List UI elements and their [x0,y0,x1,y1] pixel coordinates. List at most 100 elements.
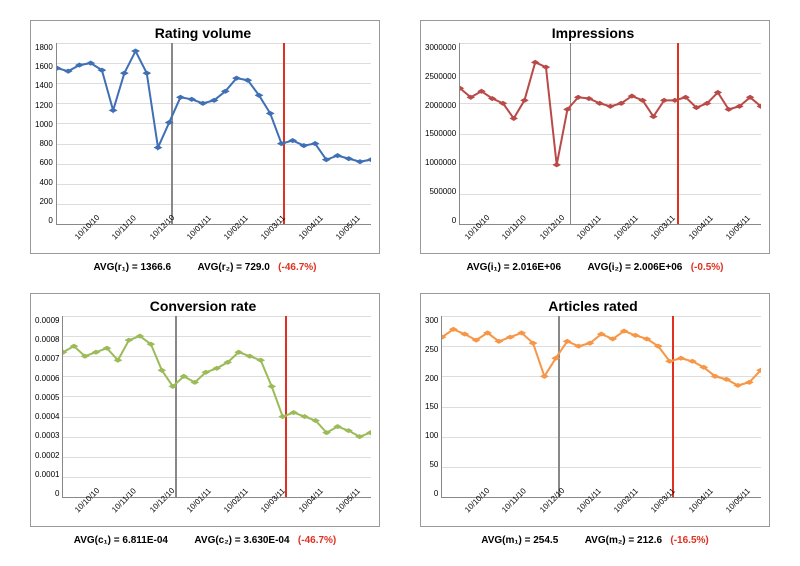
y-tick-label: 1000000 [425,158,456,167]
avg2: AVG(i₂) = 2.006E+06 [587,262,682,273]
y-tick-label: 2000000 [425,101,456,110]
marker-diamond [553,162,562,167]
series-line [57,43,371,224]
y-tick-label: 600 [39,158,52,167]
y-tick-label: 250 [425,345,438,354]
pct-change: (-0.5%) [691,262,724,273]
pct-change: (-46.7%) [298,535,336,546]
marker-diamond [367,157,371,162]
marker-diamond [142,71,151,76]
y-tick-label: 0.0001 [35,470,59,479]
y-tick-label: 0.0002 [35,451,59,460]
avg1: AVG(m₁) = 254.5 [481,535,558,546]
marker-diamond [563,107,572,112]
chart-box: Conversion rate 0.0009 0.0008 0.0007 0.0006… [30,293,380,527]
plot-area [62,316,371,498]
plot-row: 300250200150100500 [425,316,761,498]
stats-line: AVG(i₁) = 2.016E+06 AVG(i₂) = 2.006E+06 … [420,262,770,273]
avg1: AVG(i₁) = 2.016E+06 [467,262,562,273]
marker-diamond [120,71,129,76]
marker-diamond [254,93,263,98]
chart-box: Rating volume 1800 1600 1400 1200 1000 800 600… [30,20,380,254]
marker-diamond [232,76,241,81]
marker-diamond [158,368,167,373]
stats-line: AVG(c₁) = 6.811E-04 AVG(c₂) = 3.630E-04 … [30,535,380,546]
pct-change: (-16.5%) [670,535,708,546]
marker-diamond [165,120,174,125]
marker-diamond [510,116,519,121]
avg1: AVG(c₁) = 6.811E-04 [74,535,168,546]
x-axis: 10/10/1010/11/1010/12/1010/01/1110/02/11… [425,225,761,251]
chart-title: Impressions [425,25,761,41]
y-tick-label: 0.0003 [35,431,59,440]
y-tick-label: 0 [48,216,52,225]
plot-area [441,316,761,498]
y-tick-label: 150 [425,402,438,411]
avg2: AVG(r₂) = 729.0 [197,262,269,273]
marker-diamond [114,358,123,363]
marker-diamond [520,98,529,103]
y-tick-label: 0.0007 [35,354,59,363]
series-line [442,316,761,497]
marker-diamond [153,145,162,150]
plot-row: 0.0009 0.0008 0.0007 0.0006 0.0005 0.0004 0.00… [35,316,371,498]
avg2: AVG(m₂) = 212.6 [585,535,662,546]
marker-diamond [176,95,185,100]
panel-articles-rated: Articles rated 300250200150100500 10/10/… [420,293,770,546]
y-tick-label: 2500000 [425,72,456,81]
marker-diamond [310,141,319,146]
y-tick-label: 50 [429,460,438,469]
y-axis: 3000000250000020000001500000100000050000… [425,43,459,225]
y-tick-label: 0.0004 [35,412,59,421]
x-axis: 10/10/1010/11/1010/12/1010/01/1110/02/11… [35,498,371,524]
marker-diamond [243,78,252,83]
panel-impressions: Impressions 3000000250000020000001500000… [420,20,770,273]
y-tick-label: 0 [55,489,59,498]
y-tick-label: 1800 [35,43,53,52]
y-tick-label: 0.0008 [35,335,59,344]
chart-box: Articles rated 300250200150100500 10/10/… [420,293,770,527]
y-tick-label: 0.0006 [35,374,59,383]
marker-diamond [574,95,583,100]
y-tick-label: 3000000 [425,43,456,52]
series-line [63,316,371,497]
y-tick-label: 200 [425,374,438,383]
marker-diamond [268,384,277,389]
marker-diamond [108,108,117,113]
marker-diamond [649,114,658,119]
marker-diamond [660,98,669,103]
chart-title: Conversion rate [35,298,371,314]
y-tick-label: 800 [39,139,52,148]
y-axis: 300250200150100500 [425,316,441,498]
chart-grid: Rating volume 1800 1600 1400 1200 1000 800 600… [30,20,770,546]
marker-diamond [266,111,275,116]
marker-diamond [131,48,140,53]
y-tick-label: 1400 [35,81,53,90]
x-axis: 10/10/1010/11/1010/12/1010/01/1110/02/11… [425,498,761,524]
stats-line: AVG(r₁) = 1366.6 AVG(r₂) = 729.0 (-46.7%… [30,262,380,273]
y-tick-label: 0 [434,489,438,498]
y-tick-label: 400 [39,178,52,187]
avg1: AVG(r₁) = 1366.6 [93,262,171,273]
chart-title: Articles rated [425,298,761,314]
chart-box: Impressions 3000000250000020000001500000… [420,20,770,254]
stats-line: AVG(m₁) = 254.5 AVG(m₂) = 212.6 (-16.5%) [420,535,770,546]
avg2: AVG(c₂) = 3.630E-04 [194,535,289,546]
y-tick-label: 300 [425,316,438,325]
panel-conversion-rate: Conversion rate 0.0009 0.0008 0.0007 0.0006… [30,293,380,546]
y-tick-label: 0.0009 [35,316,59,325]
series-line [460,43,761,224]
y-tick-label: 500000 [429,187,456,196]
pct-change: (-46.7%) [278,262,316,273]
y-tick-label: 0 [452,216,456,225]
plot-row: 3000000250000020000001500000100000050000… [425,43,761,225]
y-axis: 0.0009 0.0008 0.0007 0.0006 0.0005 0.0004 0.00… [35,316,62,498]
plot-area [56,43,371,225]
y-tick-label: 1600 [35,62,53,71]
chart-title: Rating volume [35,25,371,41]
y-tick-label: 0.0005 [35,393,59,402]
y-tick-label: 1200 [35,101,53,110]
y-tick-label: 1000 [35,120,53,129]
plot-row: 1800 1600 1400 1200 1000 800 600 400 200 0 [35,43,371,225]
y-tick-label: 200 [39,197,52,206]
